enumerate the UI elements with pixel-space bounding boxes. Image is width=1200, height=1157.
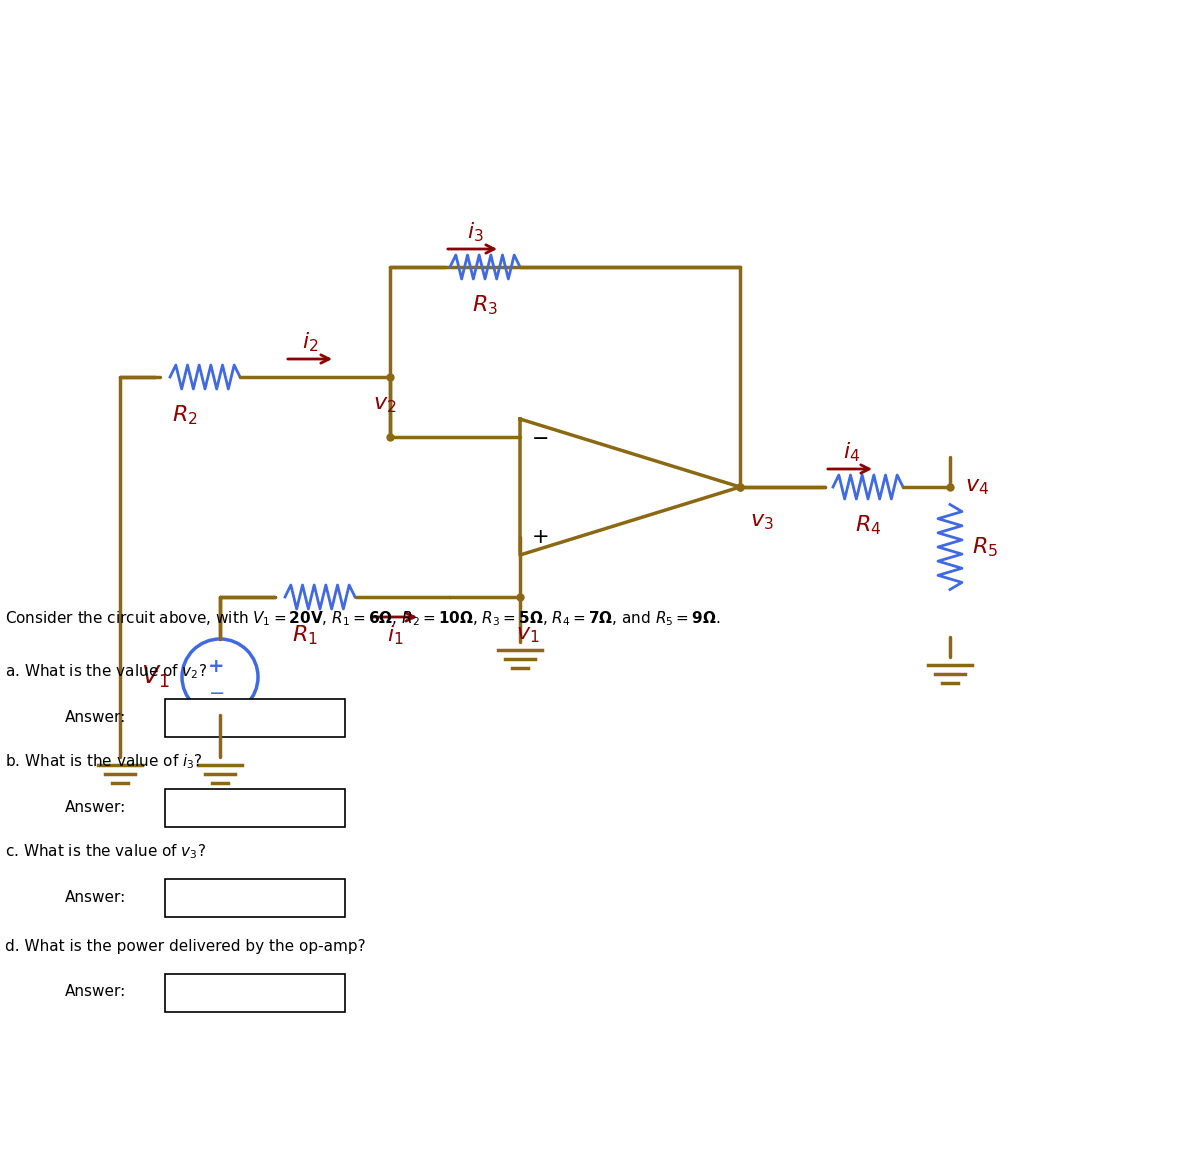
- FancyBboxPatch shape: [166, 789, 346, 827]
- Text: $R_4$: $R_4$: [854, 514, 881, 537]
- Text: $V_1$: $V_1$: [140, 664, 169, 690]
- Text: +: +: [208, 657, 224, 677]
- Text: Answer:: Answer:: [65, 890, 126, 905]
- Text: c. What is the value of $v_3$?: c. What is the value of $v_3$?: [5, 842, 206, 861]
- Text: Answer:: Answer:: [65, 985, 126, 1000]
- Text: Answer:: Answer:: [65, 799, 126, 815]
- Text: $v_1$: $v_1$: [516, 625, 540, 644]
- Text: $R_2$: $R_2$: [172, 403, 198, 427]
- Text: $R_3$: $R_3$: [472, 293, 498, 317]
- Text: $R_1$: $R_1$: [292, 624, 318, 647]
- Text: $-$: $-$: [532, 427, 548, 447]
- FancyBboxPatch shape: [166, 974, 346, 1012]
- Text: $i_2$: $i_2$: [301, 330, 318, 354]
- FancyBboxPatch shape: [166, 699, 346, 737]
- Text: a. What is the value of $v_2$?: a. What is the value of $v_2$?: [5, 663, 208, 681]
- Text: Answer:: Answer:: [65, 709, 126, 724]
- Text: b. What is the value of $i_3$?: b. What is the value of $i_3$?: [5, 753, 203, 772]
- Text: $-$: $-$: [208, 683, 224, 701]
- Text: $i_1$: $i_1$: [386, 624, 403, 647]
- FancyBboxPatch shape: [166, 879, 346, 918]
- Text: $v_3$: $v_3$: [750, 513, 774, 532]
- Text: $v_4$: $v_4$: [965, 477, 989, 498]
- Text: $i_4$: $i_4$: [844, 440, 860, 464]
- Text: $R_5$: $R_5$: [972, 536, 998, 559]
- Text: $v_2$: $v_2$: [373, 395, 397, 415]
- Text: Consider the circuit above, with $V_1 = \mathbf{20V}$, $R_1 = \mathbf{6\Omega}$,: Consider the circuit above, with $V_1 = …: [5, 610, 720, 628]
- Text: $+$: $+$: [532, 526, 548, 547]
- Text: $i_3$: $i_3$: [467, 220, 484, 244]
- Text: d. What is the power delivered by the op-amp?: d. What is the power delivered by the op…: [5, 939, 366, 955]
